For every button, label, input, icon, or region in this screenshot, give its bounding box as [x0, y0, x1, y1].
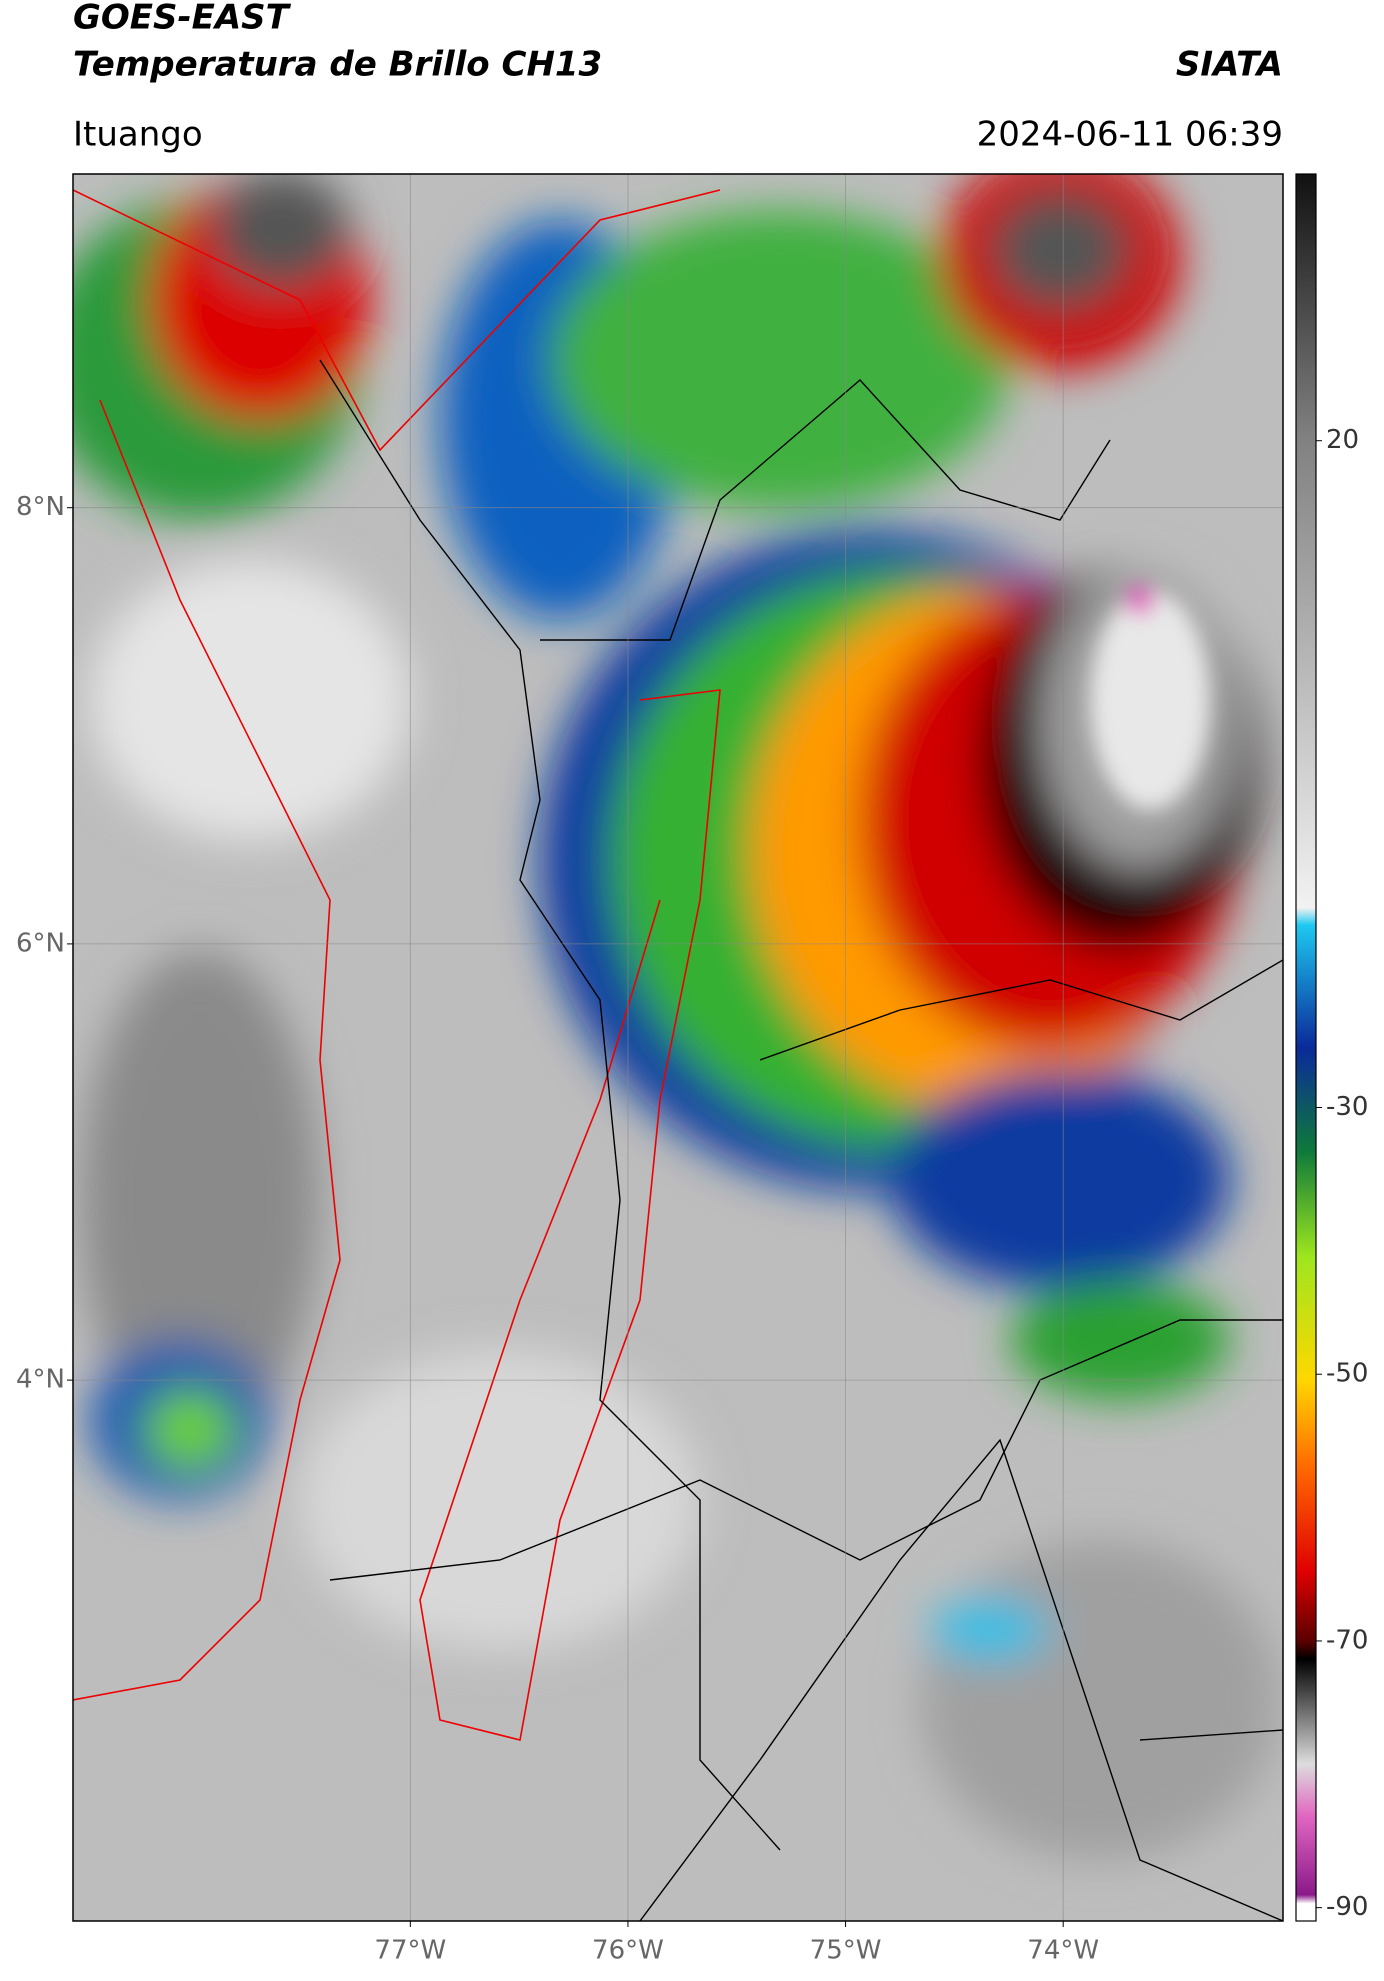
- lat-label: 4°N: [16, 1365, 65, 1395]
- satellite-image: [73, 174, 1283, 1921]
- datetime: 2024-06-11 06:39: [977, 115, 1283, 155]
- location: Ituango: [73, 115, 203, 155]
- colorbar-label: -30: [1326, 1092, 1368, 1122]
- lon-label: 76°W: [592, 1936, 664, 1966]
- colorbar-label: 20: [1326, 425, 1359, 455]
- colorbar-label: -50: [1326, 1359, 1368, 1389]
- lat-label: 6°N: [16, 928, 65, 958]
- lon-label: 77°W: [374, 1936, 446, 1966]
- subtitle: Temperatura de Brillo CH13: [73, 45, 602, 85]
- org: SIATA: [1176, 45, 1283, 85]
- graticule: [67, 174, 1283, 1927]
- lon-label: 75°W: [810, 1936, 882, 1966]
- lon-label: 74°W: [1027, 1936, 1099, 1966]
- colorbar: [1295, 173, 1317, 1922]
- lat-label: 8°N: [16, 492, 65, 522]
- colorbar-label: -90: [1326, 1892, 1368, 1922]
- map-frame: [72, 173, 1284, 1922]
- colorbar-label: -70: [1326, 1625, 1368, 1655]
- title: GOES-EAST: [73, 0, 292, 38]
